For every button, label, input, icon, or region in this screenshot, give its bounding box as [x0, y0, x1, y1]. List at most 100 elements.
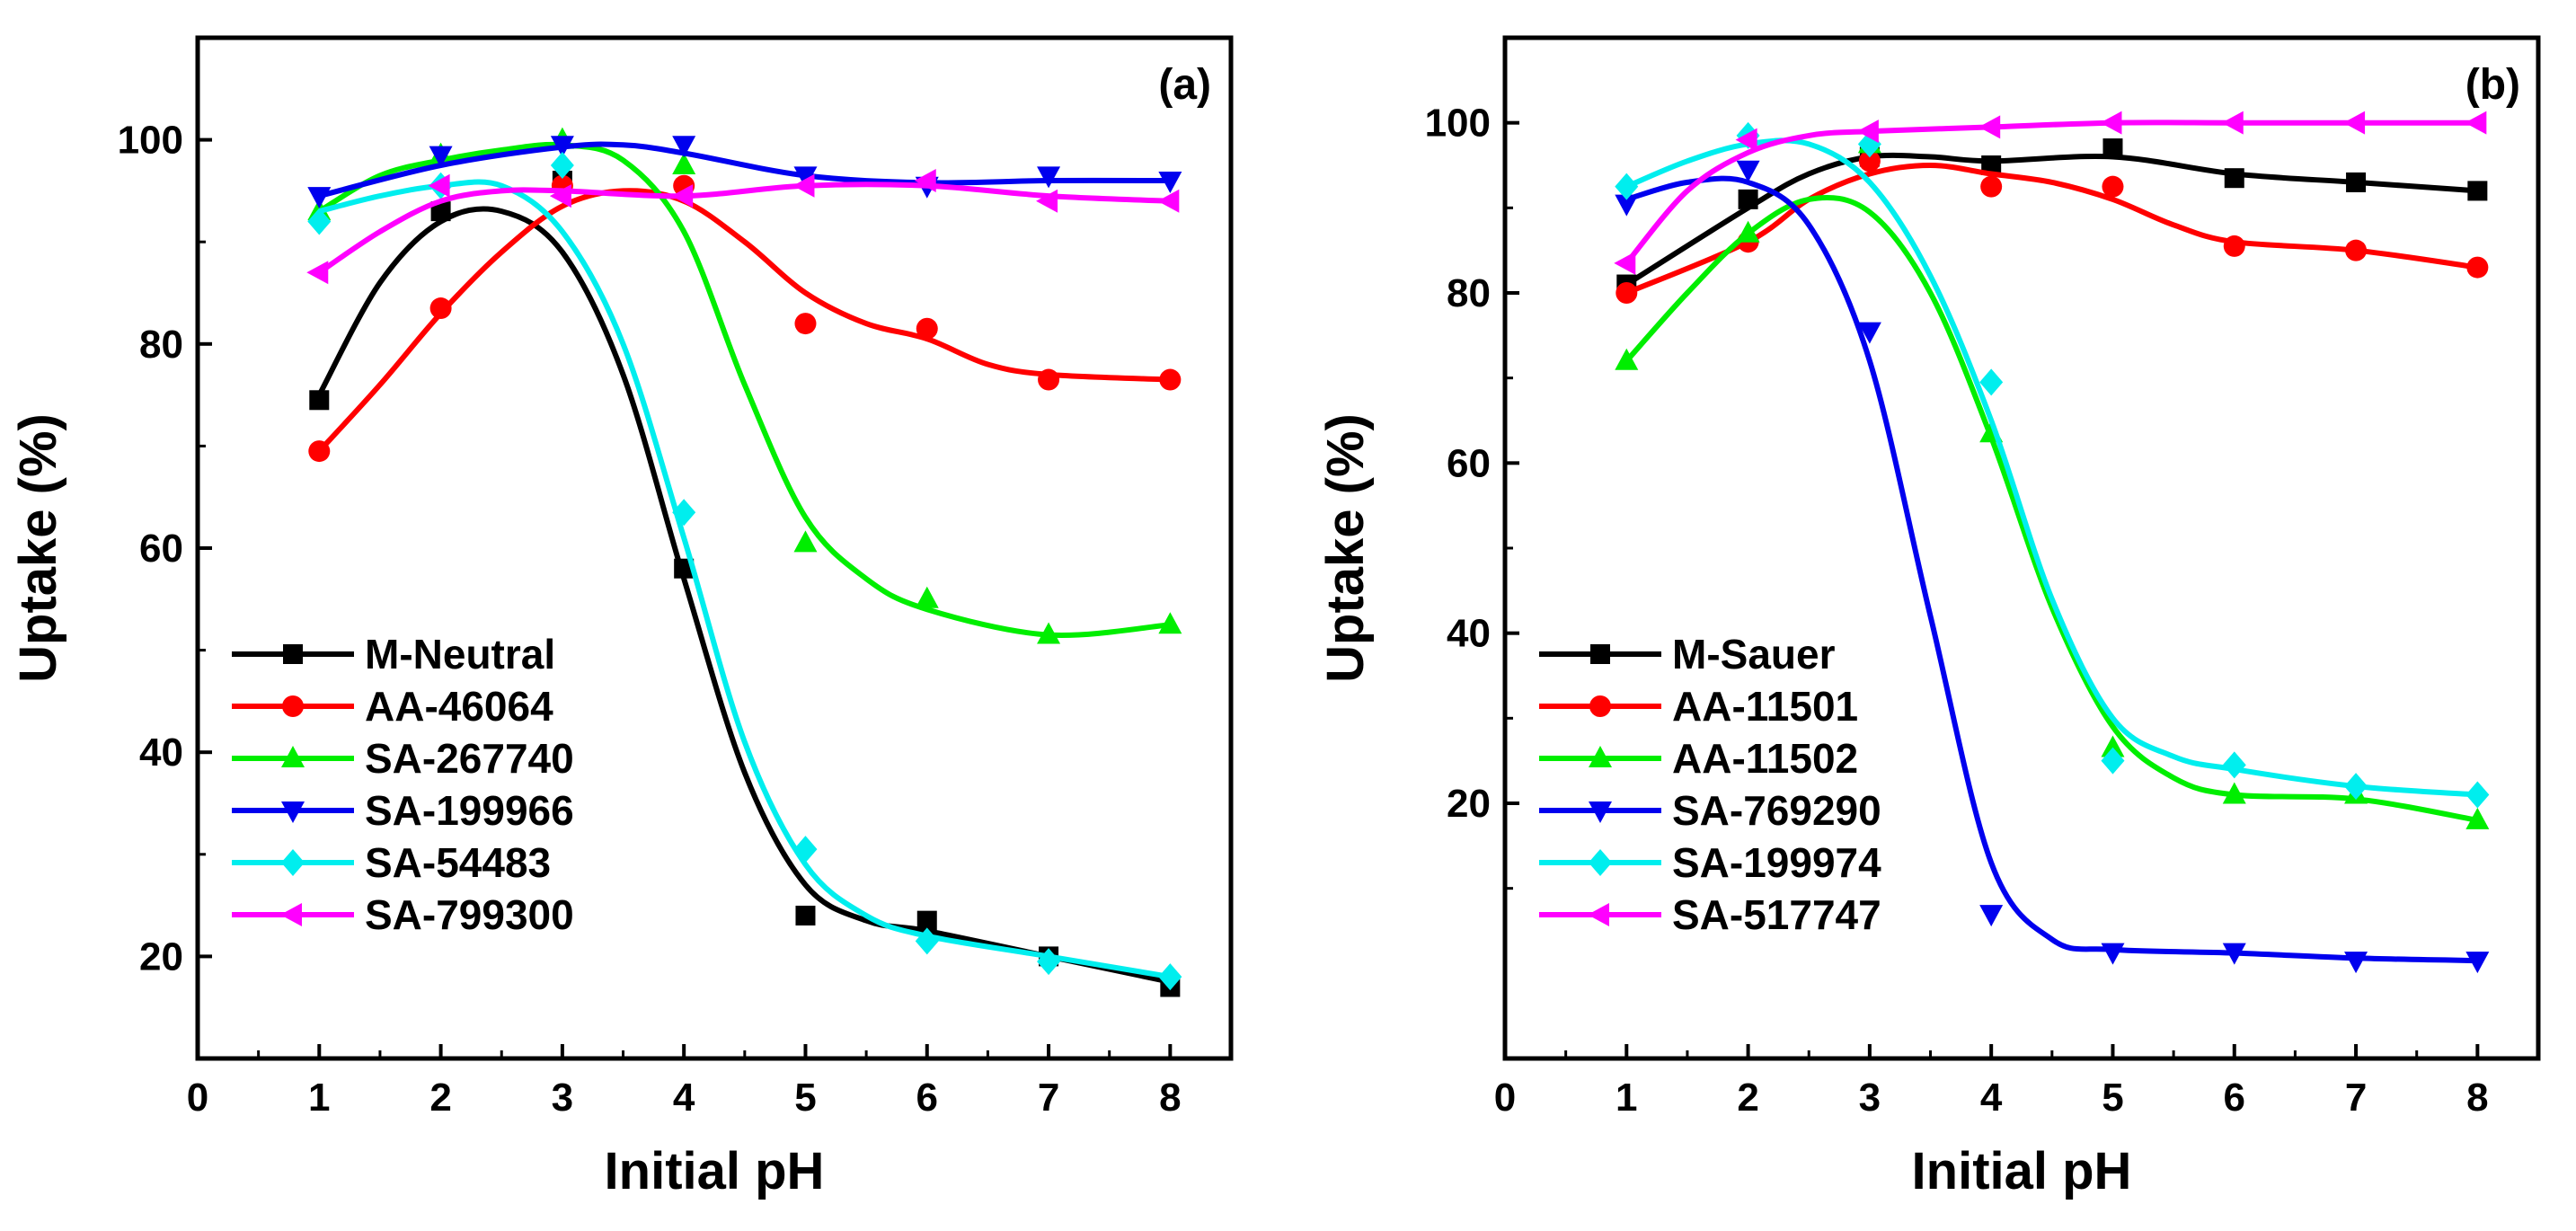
data-point	[793, 530, 818, 553]
data-point	[1615, 173, 1639, 200]
data-point	[2346, 172, 2367, 192]
x-tick-label: 4	[1980, 1076, 2003, 1120]
data-point	[1735, 128, 1757, 152]
x-tick-label: 8	[2466, 1076, 2488, 1120]
y-tick-label: 40	[1447, 612, 1491, 656]
data-point	[1979, 368, 2004, 396]
legend-entry: SA-799300	[365, 891, 574, 938]
data-point	[672, 499, 696, 527]
data-point	[1158, 612, 1182, 634]
data-point	[2467, 181, 2488, 201]
data-point	[1616, 282, 1638, 304]
legend-marker	[281, 746, 305, 767]
x-axis-label: Initial pH	[1912, 1142, 2132, 1200]
data-point	[2223, 235, 2245, 257]
data-point	[1159, 368, 1182, 391]
y-tick-label: 60	[1447, 441, 1491, 485]
data-point	[1158, 172, 1182, 194]
legend: M-Neutral AA-46064 SA-267740 SA-199966 SA-54…	[232, 631, 574, 938]
data-point	[1038, 368, 1060, 391]
data-point	[671, 184, 694, 208]
data-point	[794, 313, 817, 335]
legend-marker	[283, 644, 303, 664]
x-tick-label: 6	[2224, 1076, 2245, 1120]
y-tick-label: 20	[139, 934, 183, 979]
legend-entry: M-Neutral	[365, 631, 555, 677]
x-tick-label: 7	[1038, 1076, 1059, 1120]
y-axis-label: Uptake (%)	[1316, 413, 1375, 683]
data-point	[2465, 781, 2490, 809]
data-point	[672, 136, 696, 158]
data-point	[1856, 120, 1879, 144]
y-tick-label: 40	[139, 731, 183, 775]
legend-marker	[1590, 644, 1610, 664]
x-tick-label: 4	[673, 1076, 695, 1120]
data-point	[2344, 773, 2368, 801]
y-tick-label: 80	[1447, 271, 1491, 315]
data-point	[2222, 751, 2246, 779]
data-point	[2101, 943, 2125, 965]
legend-marker	[282, 695, 304, 717]
data-point	[308, 440, 331, 463]
data-point	[1158, 963, 1182, 991]
data-point	[307, 208, 332, 235]
legend-entry: AA-46064	[365, 683, 553, 730]
data-point	[1858, 150, 1881, 173]
data-point	[1615, 348, 1639, 370]
legend-marker	[1588, 903, 1609, 926]
series-line	[318, 141, 1171, 199]
legend-marker	[1589, 746, 1612, 767]
panel-label: (a)	[1158, 61, 1211, 109]
data-point	[2222, 943, 2246, 965]
legend-marker	[281, 801, 305, 823]
data-point	[1738, 189, 1758, 209]
legend: M-Sauer AA-11501 AA-11502 SA-769290 SA-19997…	[1539, 631, 1881, 938]
data-point	[429, 297, 452, 320]
data-point	[2343, 111, 2366, 135]
data-point	[916, 317, 938, 340]
data-point	[550, 152, 574, 179]
series-sa-517747	[1614, 111, 2487, 275]
data-point	[1981, 155, 2002, 175]
data-point	[1979, 905, 2004, 927]
x-tick-label: 3	[1859, 1076, 1881, 1120]
data-point	[2101, 747, 2125, 775]
data-point	[2221, 111, 2244, 135]
legend-marker	[1589, 801, 1612, 823]
series-sa-199974	[1615, 121, 2490, 809]
panel-label: (b)	[2465, 61, 2520, 109]
series-line	[317, 188, 1171, 454]
legend-entry: SA-199974	[1672, 839, 1881, 886]
data-point	[915, 586, 939, 608]
data-point	[2224, 168, 2244, 189]
data-point	[2465, 807, 2490, 829]
legend-marker	[1589, 695, 1611, 717]
data-point	[1614, 251, 1636, 275]
y-tick-label: 20	[1447, 782, 1491, 826]
series-line	[1625, 175, 2478, 964]
data-point	[792, 173, 815, 198]
y-tick-label: 60	[139, 527, 183, 571]
data-point	[2345, 239, 2368, 261]
x-tick-label: 0	[1494, 1076, 1516, 1120]
data-point	[1037, 948, 1061, 976]
legend-entry: AA-11501	[1672, 683, 1858, 730]
legend-entry: M-Sauer	[1672, 631, 1836, 677]
data-point	[307, 187, 332, 209]
data-point	[309, 390, 330, 411]
data-point	[428, 173, 450, 198]
data-point	[672, 153, 696, 174]
data-point	[1157, 189, 1180, 213]
x-axis-label: Initial pH	[605, 1142, 825, 1200]
series-sa-769290	[1615, 160, 2490, 974]
data-point	[795, 905, 816, 925]
x-tick-label: 1	[308, 1076, 330, 1120]
data-point	[1615, 194, 1639, 217]
x-tick-label: 8	[1159, 1076, 1181, 1120]
y-axis-label: Uptake (%)	[9, 413, 67, 683]
series-sa-54483	[307, 152, 1182, 991]
data-point	[1736, 160, 1760, 182]
series-line	[317, 141, 1171, 638]
data-point	[2222, 782, 2246, 804]
